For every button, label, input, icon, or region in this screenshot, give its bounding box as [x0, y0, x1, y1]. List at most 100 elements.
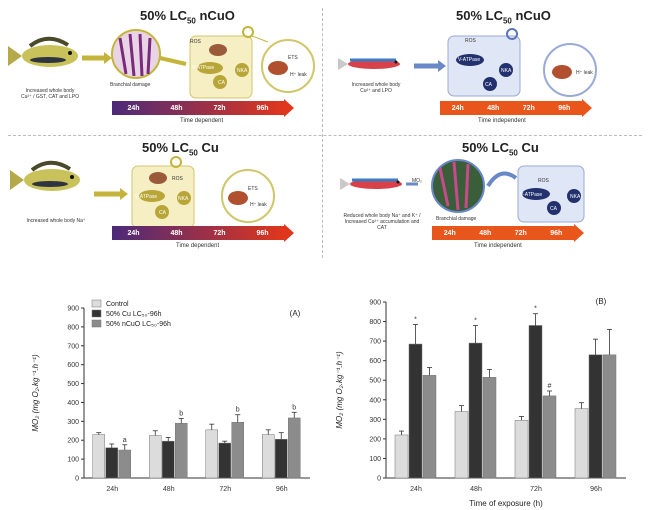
- bar-50-cu-lc-96h: [528, 325, 543, 479]
- cell-icon: [517, 165, 585, 223]
- bar-50-cu-lc-96h: [468, 342, 483, 479]
- time-axis: 24h 48h 72h 96h: [112, 226, 284, 240]
- x-axis-title: Time of exposure (h): [469, 499, 543, 508]
- magnifier-icon: [242, 26, 254, 38]
- y-tick-label: 800: [67, 324, 79, 331]
- legend-label: 50% nCuO LC₅₀-96h: [106, 321, 171, 328]
- arrow-head-icon: [284, 99, 294, 117]
- time-caption: Time dependent: [180, 118, 224, 124]
- y-tick-label: 700: [369, 339, 381, 346]
- fish-icon: [340, 178, 402, 190]
- cell-label-vatpase: V-ATPase: [458, 57, 481, 63]
- bar-50-ncuo-lc-96h: [231, 422, 244, 479]
- bar-50-ncuo-lc-96h: [602, 354, 617, 479]
- y-tick-label: 0: [75, 476, 79, 483]
- y-tick-label: 500: [369, 378, 381, 385]
- bar-50-cu-lc-96h: [408, 343, 423, 479]
- cell-label-vatpase: V-ATPase: [520, 192, 543, 198]
- bar-control: [205, 429, 218, 479]
- significance-label: *: [474, 317, 477, 324]
- mitochondria-bubble: [261, 39, 315, 93]
- magnifier-icon: [170, 156, 182, 168]
- y-tick-label: 700: [67, 343, 79, 350]
- scheme-divider-vertical: [322, 8, 323, 258]
- x-tick-label: 48h: [163, 486, 175, 493]
- fish-icon: [10, 160, 80, 191]
- significance-label: a: [123, 437, 127, 444]
- y-tick-label: 0: [377, 476, 381, 483]
- chart-b: 0 100 200 300 400 500 600 700 800 900 MO₂ (mg O₂.k…: [335, 297, 626, 508]
- time-label: 72h: [213, 229, 226, 237]
- cell-label-nka: NKA: [501, 68, 512, 74]
- magnifier-icon: [506, 28, 518, 40]
- mo2-label: MO₂: [412, 178, 422, 184]
- time-label: 24h: [451, 104, 464, 112]
- left-note: Increased whole body Cu²⁺ / GST, CAT and…: [20, 88, 80, 100]
- bubble-label-ets: ETS: [288, 55, 298, 61]
- bar-50-cu-lc-96h: [275, 439, 288, 479]
- cell-label-vatpase: V-ATPase: [135, 194, 158, 200]
- time-caption: Time independent: [478, 118, 526, 124]
- y-tick-label: 400: [369, 397, 381, 404]
- cell-label-ros: ROS: [538, 178, 549, 184]
- panel-label: (B): [596, 297, 607, 306]
- time-label: 96h: [550, 229, 563, 237]
- cell-label-nka: NKA: [570, 194, 581, 200]
- fish-icon: [338, 58, 400, 70]
- y-tick-label: 200: [369, 436, 381, 443]
- time-label: 48h: [170, 229, 183, 237]
- time-label: 96h: [558, 104, 571, 112]
- cell-label-ros: ROS: [465, 38, 476, 44]
- left-note: Increased whole body Na⁺: [26, 218, 86, 224]
- panel-title: 50% LC50 nCuO: [140, 8, 235, 26]
- legend-label: 50% Cu LC₅₀-96h: [106, 311, 162, 318]
- gill-label: Branchial damage: [436, 216, 477, 222]
- bar-control: [514, 420, 529, 479]
- x-tick-label: 72h: [219, 486, 231, 493]
- bar-control: [394, 434, 409, 479]
- scheme-drawing: [340, 159, 585, 223]
- arrow-head-icon: [284, 224, 294, 242]
- bar-50-ncuo-lc-96h: [118, 449, 131, 479]
- bar-control: [574, 408, 589, 479]
- y-tick-label: 500: [67, 381, 79, 388]
- time-label: 72h: [213, 104, 226, 112]
- y-axis-title: MO₂ (mg O₂.kg⁻¹.h⁻¹): [335, 351, 344, 429]
- time-label: 72h: [522, 104, 535, 112]
- significance-label: b: [179, 411, 183, 418]
- time-label: 48h: [479, 229, 492, 237]
- cell-label-nka: NKA: [178, 196, 189, 202]
- time-label: 96h: [256, 104, 269, 112]
- y-tick-label: 900: [369, 300, 381, 307]
- bar-50-ncuo-lc-96h: [542, 395, 557, 479]
- time-label: 24h: [127, 104, 140, 112]
- x-tick-label: 24h: [410, 486, 422, 493]
- arrow-head-icon: [574, 224, 584, 242]
- legend-swatch: [91, 309, 102, 318]
- panel-title: 50% LC50 Cu: [462, 140, 539, 158]
- x-tick-label: 72h: [530, 486, 542, 493]
- bar-50-cu-lc-96h: [162, 440, 175, 479]
- bar-control: [454, 411, 469, 479]
- bar-50-ncuo-lc-96h: [422, 375, 437, 479]
- bubble-label-hleak: H⁺ leak: [290, 72, 307, 78]
- bar-control: [149, 435, 162, 479]
- time-label: 48h: [170, 104, 183, 112]
- bar-control: [262, 434, 275, 479]
- arrow-head-icon: [582, 99, 592, 117]
- y-tick-label: 600: [67, 362, 79, 369]
- cell-label-nka: NKA: [237, 68, 248, 74]
- y-tick-label: 300: [67, 419, 79, 426]
- mitochondria-bubble: [221, 169, 275, 223]
- time-caption: Time independent: [474, 243, 522, 249]
- bubble-label-ets: ETS: [248, 186, 258, 192]
- y-tick-label: 100: [369, 456, 381, 463]
- legend-label: Control: [106, 301, 129, 308]
- time-label: 24h: [127, 229, 140, 237]
- y-tick-label: 900: [67, 306, 79, 313]
- scheme-drawing: [338, 28, 597, 97]
- gill-icon: [111, 29, 161, 79]
- cell-label-ca: CA: [550, 206, 557, 212]
- time-label: 96h: [256, 229, 269, 237]
- y-tick-label: 600: [369, 358, 381, 365]
